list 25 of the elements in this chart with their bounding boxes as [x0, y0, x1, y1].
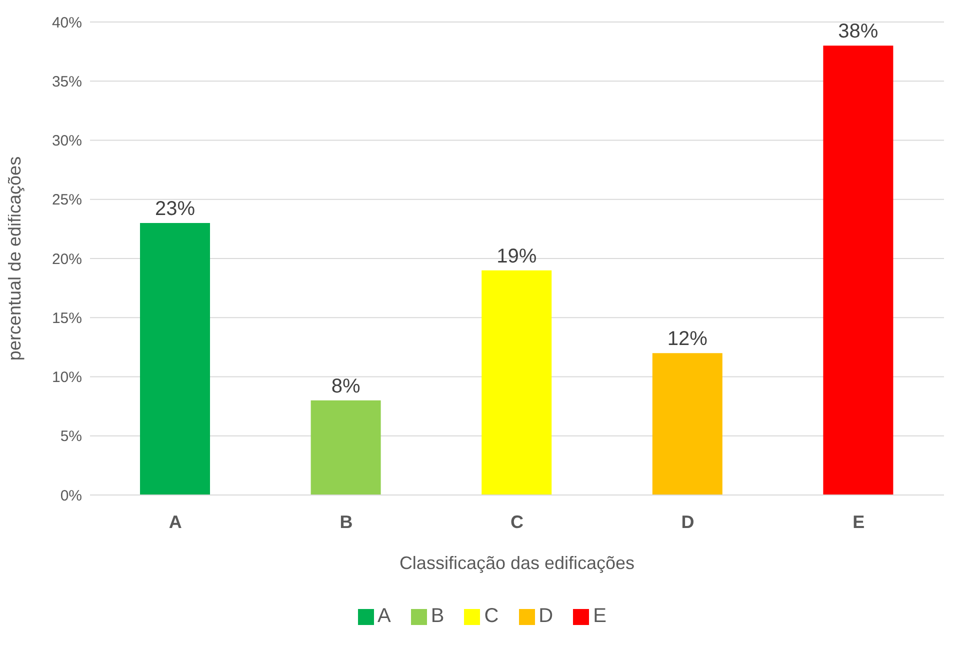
y-tick-label: 15% [52, 310, 82, 327]
y-tick-label: 0% [60, 487, 82, 504]
x-tick-label: E [852, 512, 865, 532]
x-tick-label: C [510, 512, 524, 532]
legend-label: D [538, 605, 554, 627]
legend-label: C [484, 605, 499, 627]
y-tick-label: 20% [52, 250, 82, 268]
data-label: 23% [154, 198, 196, 220]
legend-label: A [378, 605, 391, 627]
data-label: 8% [331, 375, 360, 398]
data-label: 38% [838, 20, 878, 43]
x-tick-label: A [168, 512, 182, 532]
legend-label: E [593, 605, 606, 627]
y-tick-label: 5% [60, 428, 82, 446]
y-tick-label: 35% [52, 73, 82, 90]
data-label: 12% [667, 328, 708, 350]
x-tick-label: D [681, 512, 694, 532]
y-tick-label: 40% [52, 14, 82, 32]
y-tick-label: 25% [52, 192, 82, 209]
x-tick-label: B [340, 512, 353, 532]
x-axis-title: Classificação das edificações [399, 553, 635, 573]
data-label: 19% [496, 245, 537, 268]
legend-label: B [430, 605, 444, 627]
y-tick-label: 10% [52, 369, 82, 386]
y-tick-label: 30% [52, 132, 82, 150]
